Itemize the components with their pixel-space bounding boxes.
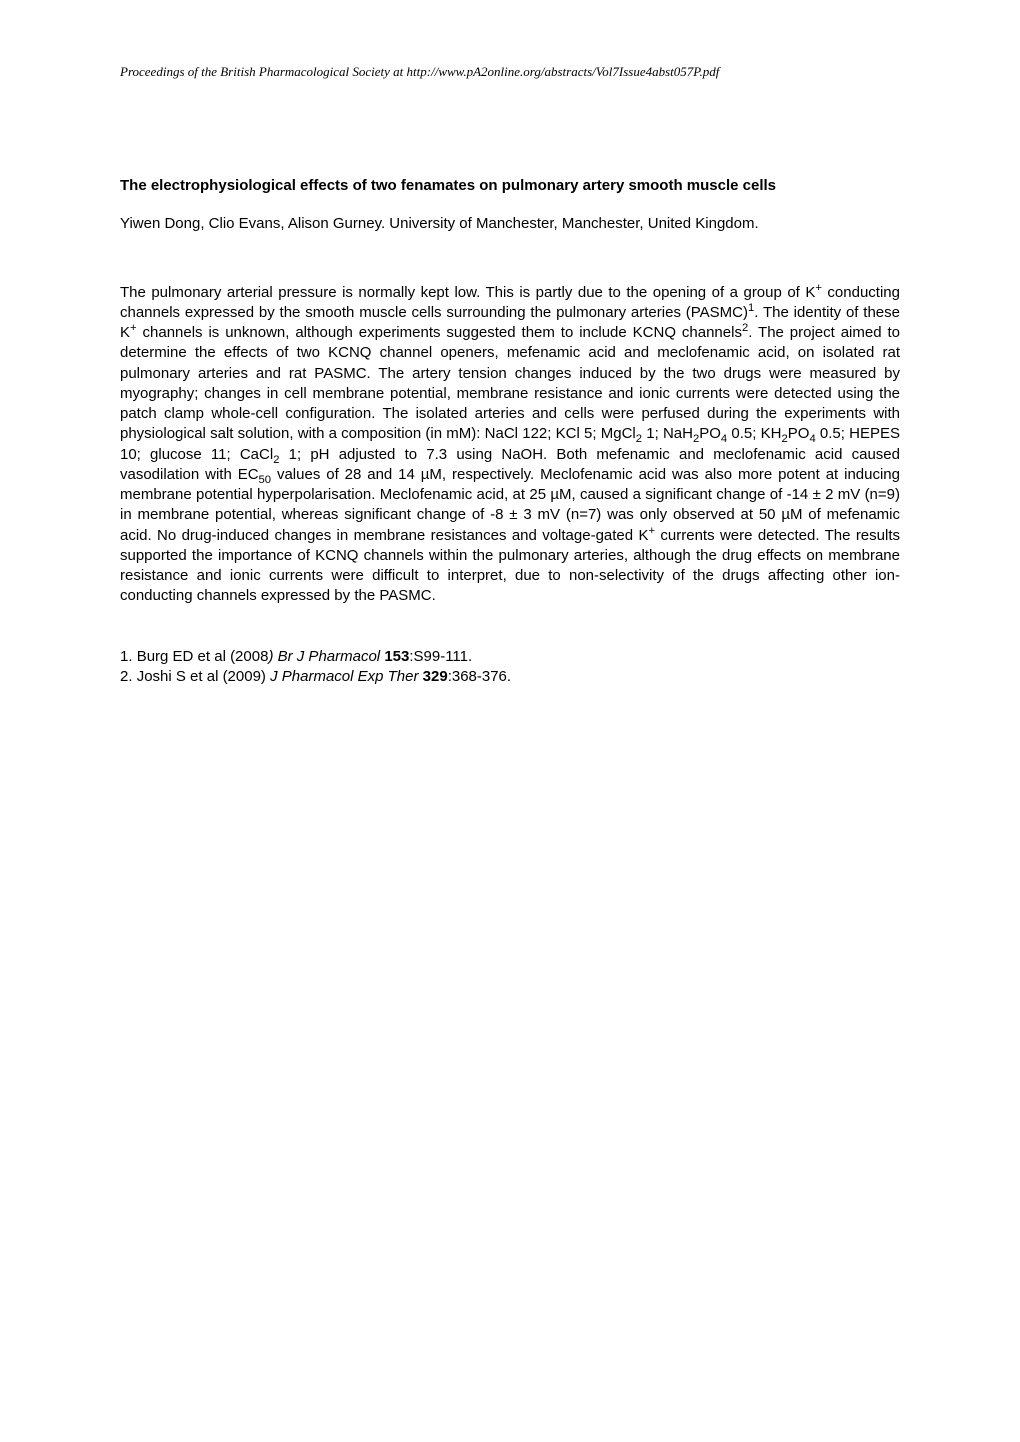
reference-item: 1. Burg ED et al (2008) Br J Pharmacol 1…	[120, 647, 900, 667]
ref-suffix: :368-376.	[448, 668, 511, 685]
ref-number: 1.	[120, 648, 133, 665]
ref-number: 2.	[120, 668, 133, 685]
ref-journal: J Pharmacol Exp Ther	[270, 668, 423, 685]
page: Proceedings of the British Pharmacologic…	[0, 0, 1020, 1442]
references: 1. Burg ED et al (2008) Br J Pharmacol 1…	[120, 647, 900, 688]
ref-volume: 329	[423, 668, 448, 685]
ref-suffix: :S99-111.	[409, 648, 472, 665]
paper-title: The electrophysiological effects of two …	[120, 176, 900, 196]
reference-item: 2. Joshi S et al (2009) J Pharmacol Exp …	[120, 667, 900, 687]
ref-prefix: Joshi S et al (2009)	[137, 668, 270, 685]
abstract-body: The pulmonary arterial pressure is norma…	[120, 283, 900, 607]
running-header: Proceedings of the British Pharmacologic…	[120, 64, 900, 80]
ref-prefix: Burg ED et al (2008	[137, 648, 269, 665]
author-line: Yiwen Dong, Clio Evans, Alison Gurney. U…	[120, 214, 900, 234]
ref-journal: ) Br J Pharmacol	[268, 648, 384, 665]
ref-volume: 153	[384, 648, 409, 665]
